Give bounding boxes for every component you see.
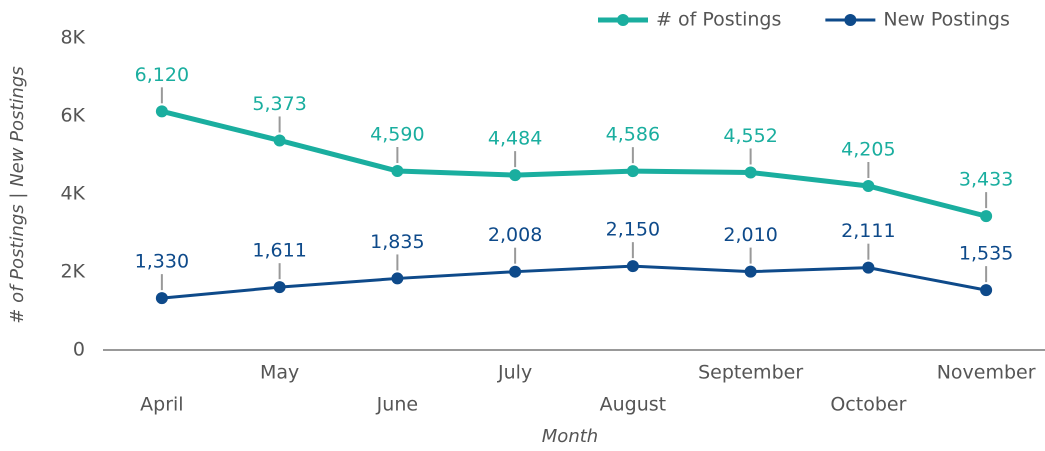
series-line [161,264,987,300]
data-label: 4,590 [370,123,424,145]
data-label: 2,150 [606,219,660,241]
point [744,265,757,278]
point [391,164,404,177]
data-label: 2,008 [488,224,542,246]
x-tick-label: August [600,394,667,416]
data-label: 1,835 [370,231,424,253]
point [862,261,875,274]
point [273,134,286,147]
x-axis-title: Month [542,426,598,447]
point [509,169,522,182]
point [391,272,404,285]
y-tick-label: 6K [60,105,85,127]
data-label: 1,611 [252,240,306,262]
data-label: 4,552 [723,125,777,147]
x-tick-label: June [376,394,418,416]
data-label: 2,111 [841,220,895,242]
y-tick-label: 4K [60,183,85,205]
point [980,284,993,297]
point [862,180,875,193]
point [626,165,639,178]
data-label: 6,120 [135,64,189,86]
y-tick-label: 8K [60,27,85,49]
x-tick-label: April [140,394,183,416]
legend-label: New Postings [883,9,1010,31]
data-label: 4,484 [488,128,542,150]
y-tick-label: 2K [60,261,85,283]
y-tick-label: 0 [73,339,85,361]
series-line [161,108,987,219]
point [626,260,639,273]
x-tick-label: November [937,362,1036,384]
point [155,292,168,305]
legend-marker [617,14,629,26]
point [744,166,757,179]
legend-label: # of Postings [656,9,781,31]
point [980,210,993,223]
point [155,105,168,118]
data-label: 2,010 [723,224,777,246]
data-label: 3,433 [959,169,1013,191]
legend-marker [844,14,857,26]
x-tick-label: October [830,394,906,416]
point [273,281,286,294]
data-label: 4,205 [841,139,895,161]
data-label: 1,330 [135,251,189,273]
data-label: 5,373 [252,93,306,115]
x-tick-label: September [698,362,803,384]
y-axis-title: # of Postings | New Postings [7,66,28,323]
point [509,265,522,278]
data-label: 1,535 [959,243,1013,265]
data-label: 4,586 [606,124,660,146]
x-tick-label: July [497,362,532,384]
x-tick-label: May [260,362,299,384]
